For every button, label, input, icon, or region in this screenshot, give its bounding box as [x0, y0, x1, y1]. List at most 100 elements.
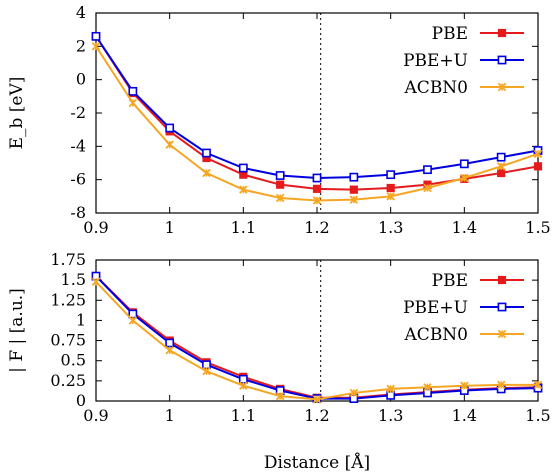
data-point	[386, 384, 395, 394]
x-tick-label: 1	[165, 218, 175, 237]
x-tick-label: 1.2	[304, 218, 329, 237]
y-tick-label: 4	[76, 3, 86, 22]
y-axis-label: | F | [a.u.]	[7, 288, 27, 373]
legend-label: PBE	[432, 271, 468, 291]
data-point	[496, 152, 506, 162]
data-point	[165, 140, 174, 149]
legend-entry: PBE	[432, 24, 524, 44]
data-point	[202, 148, 211, 158]
legend-entry: ACBN0	[404, 78, 524, 98]
plot-frame	[95, 259, 539, 402]
y-tick-label: 1.25	[50, 290, 86, 309]
legend-swatch-marker	[497, 302, 507, 312]
data-point	[459, 159, 469, 169]
data-point	[312, 184, 322, 193]
data-point	[165, 346, 174, 355]
data-point	[238, 163, 248, 173]
data-point	[276, 180, 285, 189]
data-point	[386, 390, 396, 400]
data-point	[460, 173, 469, 183]
data-point	[165, 123, 175, 133]
series-pbe-u	[91, 31, 543, 183]
data-point	[312, 173, 322, 183]
y-tick-label: 0.75	[50, 331, 86, 350]
data-point	[349, 388, 359, 398]
x-tick-label: 1.3	[378, 406, 403, 425]
x-tick-label: 1.1	[231, 218, 256, 237]
legend-label: ACBN0	[404, 325, 468, 345]
data-point	[312, 395, 322, 404]
data-point	[533, 162, 543, 171]
data-point	[423, 383, 432, 392]
legend-entry: PBE+U	[403, 298, 524, 318]
legend-entry: PBE+U	[403, 51, 524, 71]
series-pbe-u	[91, 271, 543, 403]
legend-swatch-marker	[497, 82, 507, 92]
x-tick-label: 1.4	[452, 406, 477, 425]
data-point	[275, 391, 285, 401]
legend-entry: ACBN0	[404, 325, 524, 345]
series-acbn0	[91, 42, 543, 205]
legend-label: PBE+U	[403, 51, 468, 71]
plot-frame	[95, 12, 539, 214]
series-line	[95, 275, 539, 400]
y-tick-label: 1.5	[61, 270, 86, 289]
data-point	[460, 381, 469, 390]
series-pbe	[91, 272, 543, 402]
data-point	[533, 149, 543, 159]
x-tick-label: 1.4	[452, 218, 477, 237]
data-point	[91, 277, 101, 286]
series-line	[95, 281, 538, 401]
y-axis-label: E_b [eV]	[7, 77, 27, 150]
force-panel: 0.9 1 1.1 1.2 1.3 1.4 1.51.751.51.2510.750.50.…	[7, 250, 551, 473]
data-point	[386, 183, 395, 193]
y-tick-label: -4	[70, 136, 86, 155]
x-tick-label: 1.1	[231, 406, 256, 425]
legend-swatch-marker	[497, 275, 507, 285]
data-point	[202, 366, 211, 376]
data-point	[238, 374, 248, 384]
data-point	[128, 98, 138, 108]
legend-label: PBE+U	[403, 298, 468, 318]
data-point	[349, 172, 359, 182]
series-line	[95, 35, 539, 191]
y-tick-label: 0	[76, 70, 86, 89]
legend-swatch-marker	[497, 28, 507, 38]
series-line	[95, 35, 539, 180]
data-point	[496, 380, 506, 390]
y-tick-label: 0	[76, 391, 86, 410]
x-tick-label: 1.5	[525, 406, 550, 425]
data-point	[312, 196, 322, 205]
data-point	[349, 185, 358, 194]
data-point	[128, 86, 138, 96]
data-point	[386, 170, 396, 180]
x-tick-label: 1.3	[378, 218, 403, 237]
y-tick-label: -8	[70, 203, 86, 222]
data-point	[165, 338, 175, 348]
data-point	[496, 162, 506, 171]
data-point	[239, 381, 248, 390]
data-point	[128, 316, 138, 325]
y-tick-label: 0.5	[61, 351, 86, 370]
data-point	[202, 360, 211, 370]
series-acbn0	[91, 277, 543, 404]
data-point	[533, 380, 543, 390]
y-tick-label: 0.25	[50, 371, 86, 390]
y-tick-label: 1.75	[50, 250, 86, 269]
data-point	[275, 171, 285, 180]
legend-swatch-marker	[497, 329, 507, 339]
data-point	[349, 195, 359, 204]
data-point	[423, 183, 432, 193]
data-point	[91, 42, 101, 51]
y-tick-label: -2	[70, 103, 86, 122]
x-tick-label: 0.9	[83, 406, 108, 425]
legend-label: ACBN0	[404, 78, 468, 98]
x-axis-label: Distance [Å]	[264, 452, 370, 473]
legend-swatch-marker	[497, 55, 507, 65]
data-point	[239, 185, 248, 194]
y-tick-label: 2	[76, 36, 86, 55]
x-tick-label: 1	[165, 406, 175, 425]
y-tick-label: -6	[70, 170, 86, 189]
